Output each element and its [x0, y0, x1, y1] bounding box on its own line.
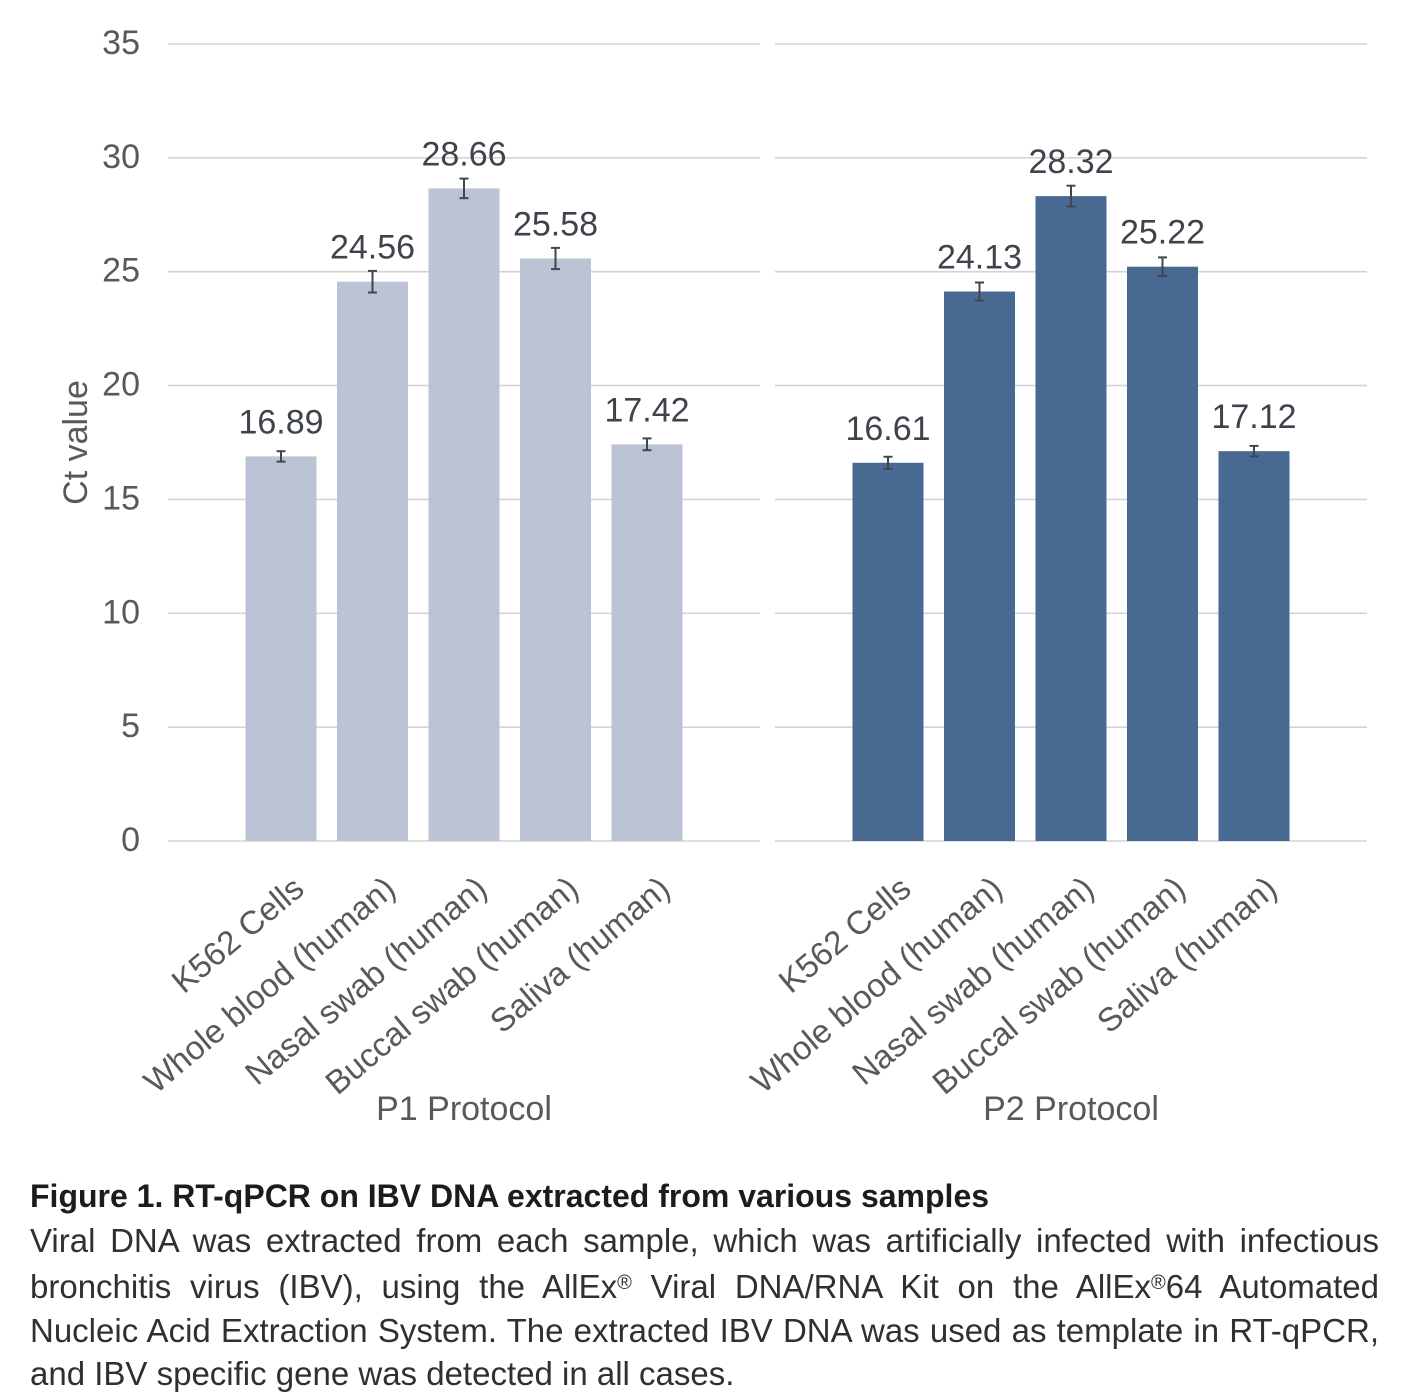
svg-text:P2 Protocol: P2 Protocol — [983, 1090, 1159, 1128]
svg-text:28.66: 28.66 — [421, 135, 506, 173]
svg-text:16.89: 16.89 — [238, 403, 323, 441]
svg-text:20: 20 — [102, 366, 140, 404]
svg-text:16.61: 16.61 — [845, 410, 930, 448]
svg-text:35: 35 — [102, 24, 140, 62]
svg-text:P1 Protocol: P1 Protocol — [376, 1090, 552, 1128]
svg-text:Ct value: Ct value — [57, 380, 95, 505]
svg-text:17.42: 17.42 — [604, 391, 689, 429]
svg-text:10: 10 — [102, 593, 140, 631]
svg-text:28.32: 28.32 — [1028, 143, 1113, 181]
svg-text:17.12: 17.12 — [1211, 398, 1296, 436]
svg-text:25: 25 — [102, 252, 140, 290]
svg-text:25.58: 25.58 — [513, 206, 598, 244]
svg-text:25.22: 25.22 — [1120, 214, 1205, 252]
svg-text:15: 15 — [102, 479, 140, 517]
svg-text:24.13: 24.13 — [937, 239, 1022, 277]
svg-text:5: 5 — [121, 707, 140, 745]
svg-text:0: 0 — [121, 821, 140, 859]
svg-text:24.56: 24.56 — [330, 229, 415, 267]
svg-text:30: 30 — [102, 138, 140, 176]
